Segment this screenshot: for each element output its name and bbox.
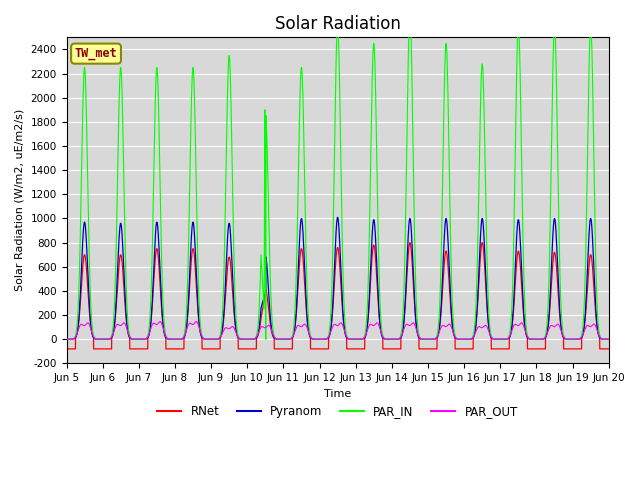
Y-axis label: Solar Radiation (W/m2, uE/m2/s): Solar Radiation (W/m2, uE/m2/s) bbox=[15, 109, 25, 291]
X-axis label: Time: Time bbox=[324, 389, 351, 399]
Legend: RNet, Pyranom, PAR_IN, PAR_OUT: RNet, Pyranom, PAR_IN, PAR_OUT bbox=[153, 400, 522, 423]
Text: TW_met: TW_met bbox=[75, 47, 117, 60]
Title: Solar Radiation: Solar Radiation bbox=[275, 15, 401, 33]
